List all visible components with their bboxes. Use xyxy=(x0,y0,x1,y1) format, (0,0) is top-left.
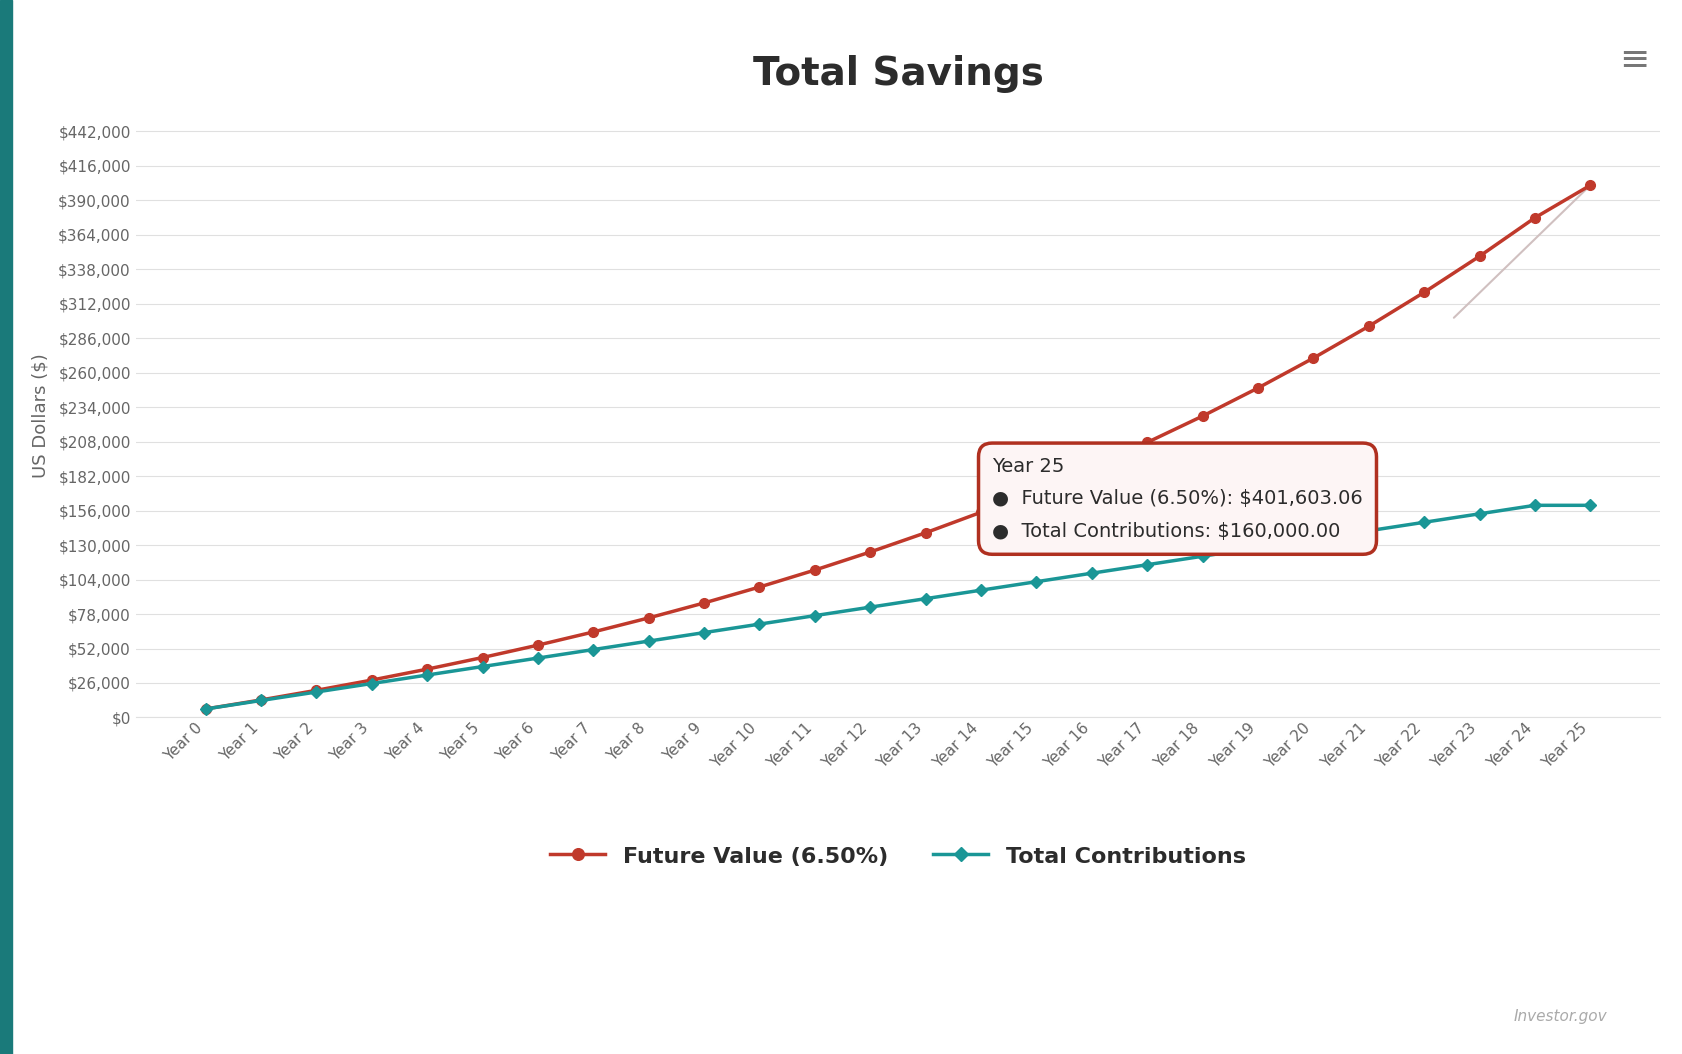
Future Value (6.50%) xyxy=(584,626,604,639)
Future Value (6.50%) xyxy=(362,674,382,686)
Total Contributions xyxy=(693,626,713,639)
Total Contributions xyxy=(1357,525,1378,538)
Future Value (6.50%) xyxy=(1193,410,1213,423)
Future Value (6.50%) xyxy=(306,684,326,697)
Future Value (6.50%) xyxy=(473,651,493,664)
Text: Investor.gov: Investor.gov xyxy=(1512,1010,1606,1024)
Total Contributions xyxy=(1026,575,1046,588)
Total Contributions xyxy=(251,695,271,707)
Line: Total Contributions: Total Contributions xyxy=(202,501,1593,714)
Future Value (6.50%) xyxy=(1246,382,1267,394)
Total Contributions xyxy=(1579,499,1600,511)
Future Value (6.50%) xyxy=(528,639,548,651)
Line: Future Value (6.50%): Future Value (6.50%) xyxy=(200,180,1595,714)
Total Contributions xyxy=(915,592,935,605)
Total Contributions xyxy=(971,584,991,597)
Future Value (6.50%) xyxy=(1302,352,1322,365)
Future Value (6.50%) xyxy=(693,597,713,609)
Future Value (6.50%) xyxy=(1413,286,1433,298)
Total Contributions xyxy=(860,601,880,613)
Total Contributions xyxy=(1246,542,1267,554)
Total Contributions xyxy=(1302,533,1322,546)
Future Value (6.50%) xyxy=(1137,436,1157,449)
Future Value (6.50%) xyxy=(251,694,271,706)
Text: ≡: ≡ xyxy=(1618,42,1648,76)
Future Value (6.50%) xyxy=(195,703,215,716)
Total Contributions xyxy=(584,643,604,656)
Future Value (6.50%) xyxy=(915,526,935,539)
Future Value (6.50%) xyxy=(804,564,824,577)
Total Contributions xyxy=(417,668,437,681)
Total Contributions xyxy=(195,703,215,716)
Future Value (6.50%) xyxy=(1579,179,1600,192)
Future Value (6.50%) xyxy=(1524,212,1544,225)
Legend: Future Value (6.50%), Total Contributions: Future Value (6.50%), Total Contribution… xyxy=(540,836,1255,876)
Future Value (6.50%) xyxy=(417,663,437,676)
Future Value (6.50%) xyxy=(1357,320,1378,333)
Title: Total Savings: Total Savings xyxy=(752,55,1043,93)
Future Value (6.50%) xyxy=(971,506,991,519)
Future Value (6.50%) xyxy=(860,546,880,559)
Future Value (6.50%) xyxy=(1468,250,1489,262)
Future Value (6.50%) xyxy=(1082,461,1102,473)
Total Contributions xyxy=(804,609,824,622)
Future Value (6.50%) xyxy=(1026,484,1046,496)
Total Contributions xyxy=(1413,516,1433,529)
Future Value (6.50%) xyxy=(748,581,769,593)
Total Contributions xyxy=(1468,507,1489,520)
Total Contributions xyxy=(1193,550,1213,563)
Y-axis label: US Dollars ($): US Dollars ($) xyxy=(32,353,50,477)
Total Contributions xyxy=(362,678,382,690)
Total Contributions xyxy=(1082,567,1102,580)
Total Contributions xyxy=(528,651,548,664)
Total Contributions xyxy=(637,635,658,647)
Total Contributions xyxy=(1524,499,1544,511)
Future Value (6.50%) xyxy=(637,611,658,624)
Total Contributions xyxy=(1137,559,1157,571)
Total Contributions xyxy=(306,686,326,699)
Total Contributions xyxy=(473,660,493,672)
Total Contributions xyxy=(748,618,769,630)
Text: Year 25
●  Future Value (6.50%): $401,603.06
●  Total Contributions: $160,000.00: Year 25 ● Future Value (6.50%): $401,603… xyxy=(991,456,1362,541)
